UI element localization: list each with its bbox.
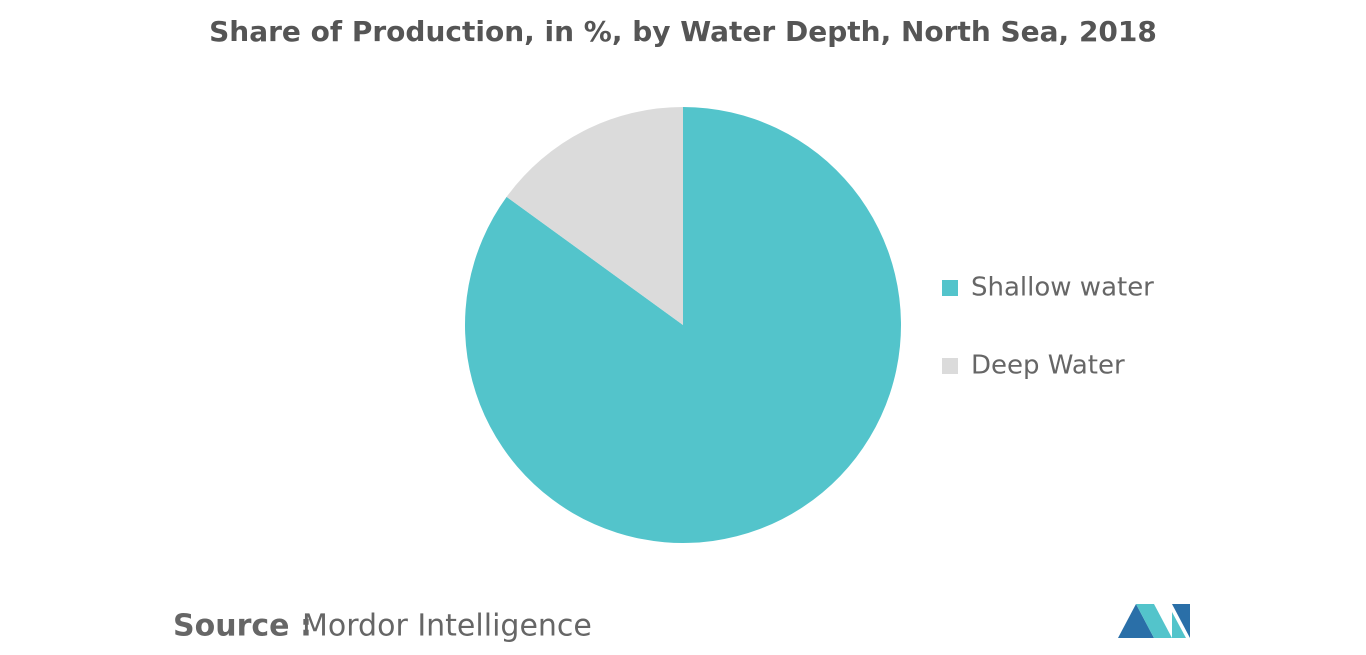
legend-swatch — [942, 280, 958, 296]
chart-title: Share of Production, in %, by Water Dept… — [209, 15, 1157, 48]
pie-slice — [464, 107, 901, 544]
legend-swatch — [942, 358, 958, 374]
source-label: Source : — [173, 609, 312, 644]
legend-label: Deep Water — [971, 351, 1125, 381]
legend-label: Shallow water — [971, 273, 1154, 303]
source: Mordor Intelligence — [302, 609, 592, 644]
logo — [1118, 604, 1190, 638]
pie-slice — [506, 106, 683, 325]
